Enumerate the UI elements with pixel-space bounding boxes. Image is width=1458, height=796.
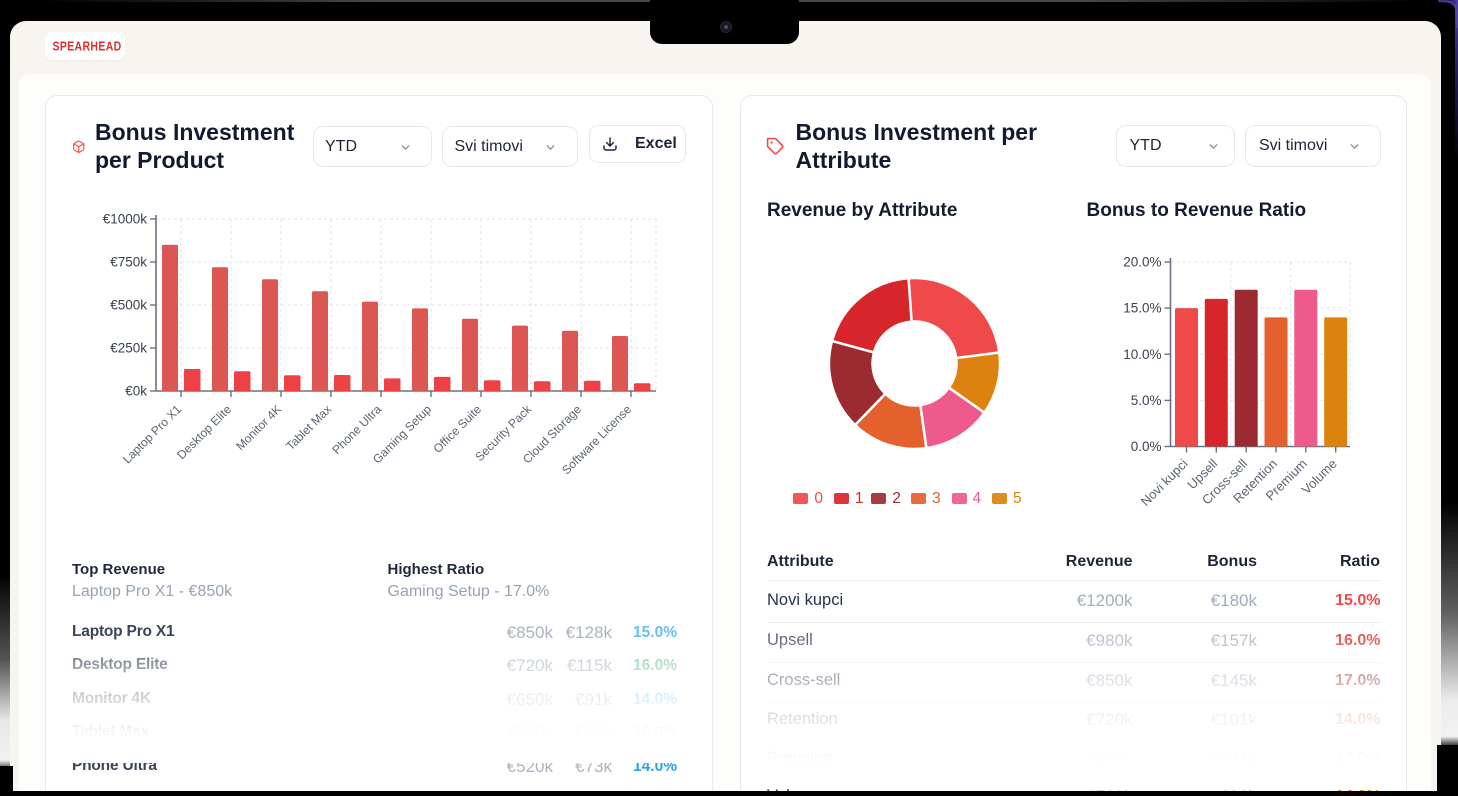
svg-text:€250k: €250k [110,341,147,356]
svg-text:Phone Ultra: Phone Ultra [329,402,384,457]
svg-text:Desktop Elite: Desktop Elite [174,402,234,462]
svg-text:€1000k: €1000k [103,212,148,227]
svg-text:10.0%: 10.0% [1123,347,1161,362]
svg-text:15.0%: 15.0% [1123,301,1161,316]
svg-text:Premium: Premium [1263,456,1310,503]
svg-text:Novi kupci: Novi kupci [1138,456,1191,509]
svg-text:5.0%: 5.0% [1131,393,1162,408]
svg-text:Tablet Max: Tablet Max [283,402,334,453]
svg-text:€0k: €0k [125,384,147,399]
svg-text:Cloud Storage: Cloud Storage [520,402,584,466]
svg-text:Office Suite: Office Suite [431,402,485,456]
svg-text:Laptop Pro X1: Laptop Pro X1 [120,402,184,466]
svg-text:Software License: Software License [559,402,634,477]
svg-text:Monitor 4K: Monitor 4K [233,402,284,453]
svg-text:Security Pack: Security Pack [472,402,534,464]
svg-text:Gaming Setup: Gaming Setup [370,402,434,466]
svg-text:€750k: €750k [110,255,147,270]
svg-text:Retention: Retention [1230,456,1280,506]
svg-text:Upsell: Upsell [1184,456,1220,492]
svg-text:Volume: Volume [1299,456,1340,497]
svg-text:€500k: €500k [110,298,147,313]
svg-text:0.0%: 0.0% [1131,439,1162,454]
svg-text:20.0%: 20.0% [1123,255,1161,270]
svg-text:Cross-sell: Cross-sell [1199,456,1251,508]
